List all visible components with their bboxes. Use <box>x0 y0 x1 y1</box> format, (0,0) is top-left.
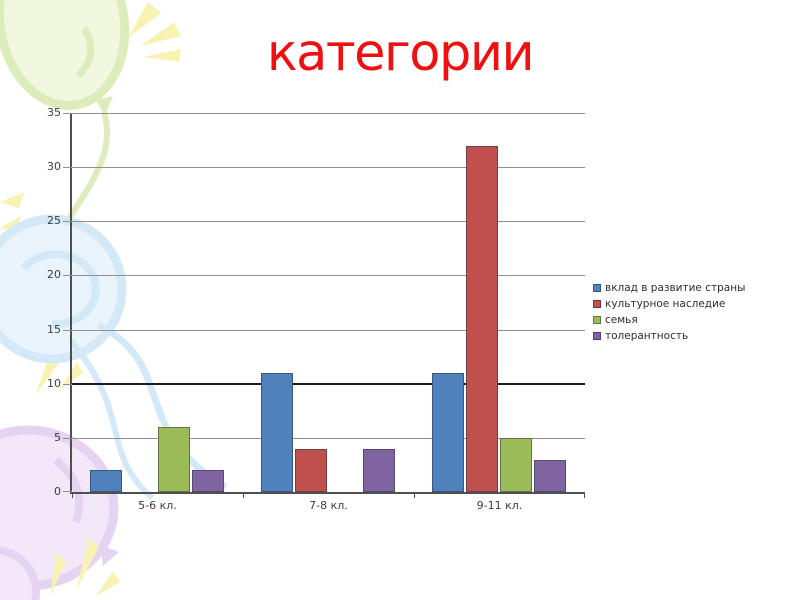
bar <box>261 372 293 492</box>
y-axis-label: 15 <box>47 322 61 336</box>
bar <box>363 448 395 492</box>
gridline <box>72 113 585 114</box>
y-axis-label: 25 <box>47 214 61 228</box>
legend-swatch-icon <box>593 284 601 292</box>
bar <box>432 372 464 492</box>
y-axis-tick <box>63 221 72 223</box>
y-axis-tick <box>63 329 72 331</box>
y-axis-tick <box>63 113 72 114</box>
y-axis-label: 0 <box>54 485 61 498</box>
x-axis-tick <box>72 492 73 498</box>
bar <box>295 448 327 492</box>
gridline <box>72 167 585 169</box>
gridline <box>72 275 585 277</box>
legend-item: вклад в развитие страны <box>593 281 745 295</box>
gridline <box>72 221 585 223</box>
y-axis-tick <box>63 437 72 439</box>
y-axis-label: 20 <box>47 268 61 282</box>
y-axis-tick <box>63 167 72 169</box>
bar-chart-plot-area: 0 5 10 15 20 25 30 35 5-6 кл. 7-8 кл. 9-11 кл. <box>47 106 585 512</box>
y-axis-label: 10 <box>47 376 61 390</box>
y-axis-tick <box>63 275 72 277</box>
legend-item: толерантность <box>593 329 745 343</box>
legend-swatch-icon <box>593 300 601 308</box>
y-axis-tick <box>63 383 72 385</box>
legend-label: культурное наследие <box>605 297 726 310</box>
y-axis-label: 35 <box>47 106 61 119</box>
legend-item: семья <box>593 313 745 327</box>
bar <box>534 459 566 492</box>
y-axis-label: 5 <box>54 430 61 444</box>
y-axis-label: 30 <box>47 160 61 174</box>
x-axis-label: 9-11 кл. <box>476 499 523 512</box>
x-axis-tick <box>243 492 244 498</box>
bar <box>466 145 498 492</box>
chart-legend: вклад в развитие страны культурное наслед… <box>593 281 745 343</box>
slide-title: категории <box>266 24 535 83</box>
bar <box>158 427 190 492</box>
legend-label: семья <box>605 313 638 326</box>
legend-label: вклад в развитие страны <box>605 281 746 294</box>
x-axis-label: 7-8 кл. <box>309 499 348 512</box>
bar <box>192 470 224 492</box>
legend-swatch-icon <box>593 316 601 324</box>
legend-item: культурное наследие <box>593 297 745 311</box>
x-axis-tick <box>584 492 585 498</box>
gridline <box>72 437 585 439</box>
x-axis-tick <box>414 492 415 498</box>
yellow-sparkles-bottom <box>50 538 120 596</box>
bar <box>500 437 532 492</box>
x-axis-label: 5-6 кл. <box>138 499 177 512</box>
y-axis-tick <box>63 491 72 492</box>
legend-label: толерантность <box>605 329 689 342</box>
gridline <box>72 329 585 331</box>
gridline-emphasized <box>72 382 585 385</box>
bar <box>90 470 122 492</box>
legend-swatch-icon <box>593 332 601 340</box>
